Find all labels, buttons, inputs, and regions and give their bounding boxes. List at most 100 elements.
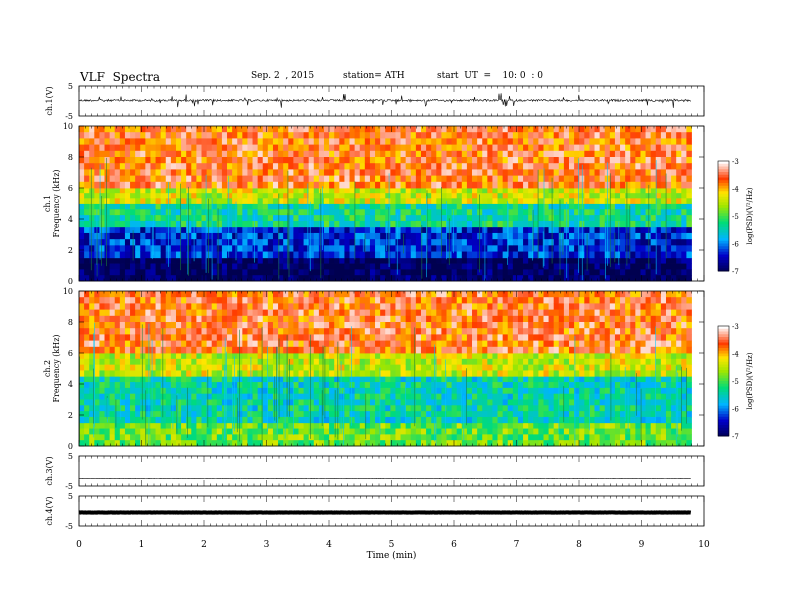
spectrogram-cell [160,144,167,152]
spectrogram-cell [395,382,401,389]
spectrogram-cell [104,239,111,246]
spectrogram-cell [135,434,141,441]
spectrogram-cell [334,245,340,252]
spectrogram-cell [329,232,335,240]
spectrogram-cell [369,382,376,389]
spectrogram-cell [206,226,213,234]
spectrogram-cell [354,232,361,240]
spectrogram-cell [517,144,524,152]
spectrogram-cell [385,157,391,164]
spectrogram-cell [232,203,238,210]
spectrogram-cell [99,203,105,210]
spectrogram-cell [487,405,493,412]
spectrogram-cell [589,198,595,204]
spectrogram-cell [252,434,259,441]
spectrogram-cell [461,175,468,183]
spectrogram-cell [660,163,667,170]
spectrogram-cell [150,175,156,183]
spectrogram-cell [594,239,601,246]
spectrogram-cell [79,440,85,447]
spectrogram-cell [89,428,95,435]
spectrogram-cell [512,440,519,447]
spectrogram-cell [579,157,585,164]
spectrogram-cell [344,376,350,383]
spectrogram-cell [477,275,483,282]
spectrogram-cell [181,132,187,139]
spectrogram-cell [512,405,519,412]
spectrogram-cell [298,232,304,240]
spectrogram-cell [660,157,667,164]
spectrogram-cell [630,150,636,158]
spectrogram-cell [451,209,458,216]
spectrogram-cell [415,428,422,435]
spectrogram-cell [104,150,111,158]
spectrogram-cell [354,405,361,412]
spectrogram-cell [400,440,407,447]
spectrogram-cell [130,181,136,189]
spectrogram-cell [140,269,146,276]
spectrogram-cell [523,232,529,240]
spectrogram-cell [497,416,504,424]
spectrogram-cell [375,226,381,234]
spectrogram-cell [89,181,95,189]
spectrogram-cell [420,263,427,270]
spectrogram-cell [420,428,427,435]
spectrogram-cell [272,263,279,270]
spectrogram-cell [630,245,636,252]
spectrogram-cell [492,163,498,170]
spectrogram-cell [272,440,279,447]
spectrogram-cell [426,239,432,246]
spectrogram-cell [334,405,340,412]
spectrogram-cell [640,422,646,429]
spectrogram-cell [497,382,504,389]
spectrogram-cell [79,203,85,210]
spectrogram-cell [114,157,121,164]
spectrogram-cell [227,428,233,435]
spectrogram-cell [359,203,366,210]
spectrogram-cell [364,193,371,199]
spectrogram-cell [257,150,264,158]
spectrogram-cell [109,226,116,234]
spectrogram-cell [635,422,641,429]
spectrogram-cell [369,275,376,282]
spectrogram-cell [594,209,601,216]
spectrogram-cell [181,257,187,264]
spectrogram-cell [553,428,560,435]
spectrogram-cell [303,251,310,259]
spectrogram-cell [196,405,202,412]
spectrogram-cell [655,220,662,228]
spectrogram-cell [436,376,442,383]
spectrogram-cell [620,188,626,194]
spectrogram-cell [104,232,111,240]
spectrogram-cell [625,215,631,222]
spectrogram-cell [278,188,284,194]
spectrogram-cell [589,434,595,441]
spectrogram-cell [620,209,626,216]
spectrogram-cell [293,393,299,400]
spectrogram-cell [89,393,95,400]
spectrogram-cell [114,181,121,189]
spectrogram-cell [99,428,105,435]
spectrogram-cell [257,382,264,389]
spectrogram-cell [221,193,228,199]
spectrogram-cell [145,399,151,406]
spectrogram-cell [155,181,162,189]
spectrogram-cell [375,275,381,282]
spectrogram-cell [681,126,687,133]
spectrogram-cell [380,203,386,210]
spectrogram-cell [681,428,687,435]
spectrogram-cell [221,198,228,204]
spectrogram-cell [140,188,146,194]
spectrogram-cell [487,275,493,282]
spectrogram-cell [84,132,90,139]
spectrogram-cell [517,428,524,435]
spectrogram-cell [344,422,350,429]
spectrogram-cell [150,399,156,406]
spectrogram-cell [89,163,95,170]
spectrogram-cell [140,399,146,406]
spectrogram-cell [334,163,340,170]
spectrogram-cell [650,163,657,170]
spectrogram-cell [599,175,606,183]
spectrogram-cell [186,169,192,176]
spectrogram-cell [548,188,555,194]
